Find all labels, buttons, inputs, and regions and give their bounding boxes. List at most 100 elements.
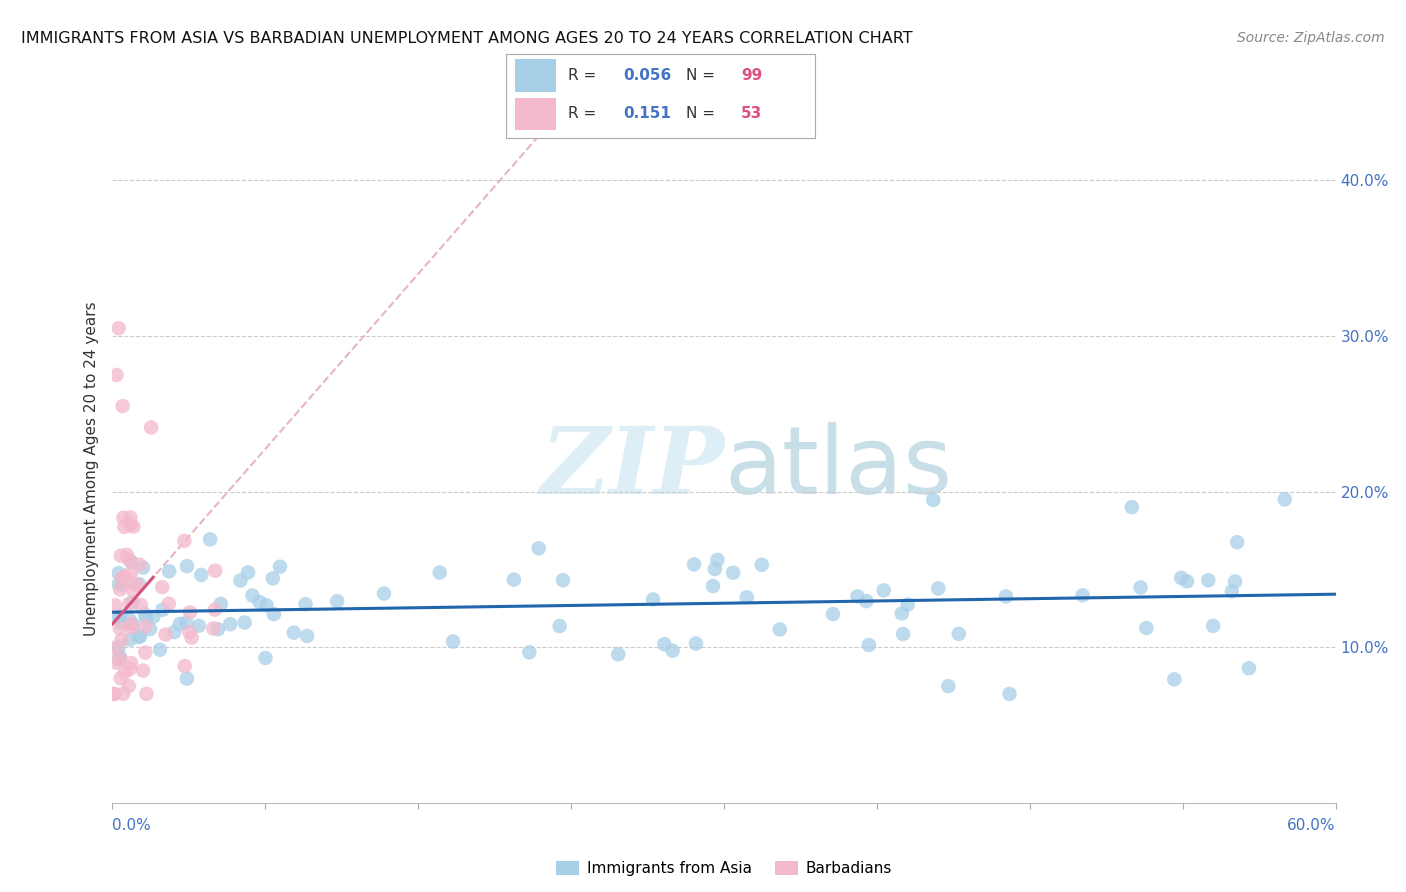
Point xyxy=(107,566,129,581)
Point xyxy=(294,597,316,611)
Point xyxy=(517,645,540,659)
Point xyxy=(103,687,125,701)
Text: N =: N = xyxy=(686,106,720,121)
Point xyxy=(110,571,132,585)
Point xyxy=(551,573,574,587)
Point xyxy=(135,611,157,625)
Point xyxy=(187,619,209,633)
Text: 99: 99 xyxy=(741,68,762,83)
Point xyxy=(110,549,132,563)
Point xyxy=(198,533,221,547)
Point xyxy=(269,559,291,574)
Point xyxy=(118,613,141,627)
Text: ZIP: ZIP xyxy=(540,424,724,513)
Point xyxy=(128,577,150,591)
Point xyxy=(118,679,141,693)
Point xyxy=(121,595,143,609)
Point xyxy=(179,605,201,619)
Point xyxy=(249,595,271,609)
Point xyxy=(120,656,142,670)
Point xyxy=(127,577,149,591)
Text: 0.151: 0.151 xyxy=(624,106,672,121)
Point xyxy=(157,564,180,578)
Point xyxy=(821,607,844,621)
Point xyxy=(122,583,145,598)
Point xyxy=(702,579,724,593)
Point xyxy=(173,533,195,548)
Point xyxy=(135,687,157,701)
Point xyxy=(236,566,259,580)
Point xyxy=(994,590,1017,604)
Point xyxy=(110,615,132,630)
Point xyxy=(128,558,150,572)
Point xyxy=(129,629,152,643)
Point xyxy=(229,574,252,588)
Point xyxy=(180,631,202,645)
Text: 0.056: 0.056 xyxy=(624,68,672,83)
Point xyxy=(128,630,150,644)
Legend: Immigrants from Asia, Barbadians: Immigrants from Asia, Barbadians xyxy=(550,855,898,882)
Point xyxy=(105,656,128,670)
Point xyxy=(108,622,131,636)
Point xyxy=(155,627,177,641)
Text: N =: N = xyxy=(686,68,720,83)
Point xyxy=(936,679,959,693)
Text: R =: R = xyxy=(568,106,606,121)
Point xyxy=(149,642,172,657)
Point xyxy=(846,590,869,604)
Point xyxy=(1197,574,1219,588)
Point xyxy=(142,609,165,624)
Point xyxy=(219,617,242,632)
Point xyxy=(107,577,129,591)
Point xyxy=(209,597,232,611)
Point xyxy=(685,636,707,650)
Point xyxy=(373,586,395,600)
Point xyxy=(998,687,1021,701)
Point xyxy=(441,634,464,648)
Point xyxy=(134,607,156,621)
Point xyxy=(111,399,134,413)
Point xyxy=(873,583,896,598)
Point xyxy=(661,643,683,657)
Point xyxy=(120,555,142,569)
Point xyxy=(107,640,129,655)
Point xyxy=(890,607,912,621)
Point xyxy=(1223,574,1246,589)
Point xyxy=(948,627,970,641)
Point xyxy=(295,629,318,643)
Point xyxy=(122,519,145,533)
Y-axis label: Unemployment Among Ages 20 to 24 years: Unemployment Among Ages 20 to 24 years xyxy=(83,301,98,636)
Point xyxy=(263,607,285,622)
Point xyxy=(120,517,142,532)
Bar xyxy=(516,60,555,92)
Point xyxy=(118,553,141,567)
Point xyxy=(527,541,550,556)
Point xyxy=(118,662,141,676)
Point xyxy=(111,578,134,592)
Point xyxy=(927,582,949,596)
Point xyxy=(891,627,914,641)
Point xyxy=(1170,571,1192,585)
Point xyxy=(120,621,142,635)
Point xyxy=(135,619,157,633)
Point xyxy=(112,511,135,525)
Point xyxy=(190,568,212,582)
Point xyxy=(1202,619,1225,633)
Text: Source: ZipAtlas.com: Source: ZipAtlas.com xyxy=(1237,31,1385,45)
Point xyxy=(1237,661,1260,675)
Point xyxy=(114,665,136,679)
Point xyxy=(122,617,145,632)
Point xyxy=(176,559,198,574)
Point xyxy=(108,608,131,623)
Point xyxy=(103,640,125,655)
Point xyxy=(204,564,226,578)
Point xyxy=(157,597,180,611)
Point xyxy=(174,615,197,630)
Point xyxy=(326,594,349,608)
Point xyxy=(502,573,524,587)
Point xyxy=(107,652,129,666)
Point xyxy=(105,368,128,382)
Point xyxy=(150,580,173,594)
Point xyxy=(173,659,195,673)
Point xyxy=(242,589,264,603)
